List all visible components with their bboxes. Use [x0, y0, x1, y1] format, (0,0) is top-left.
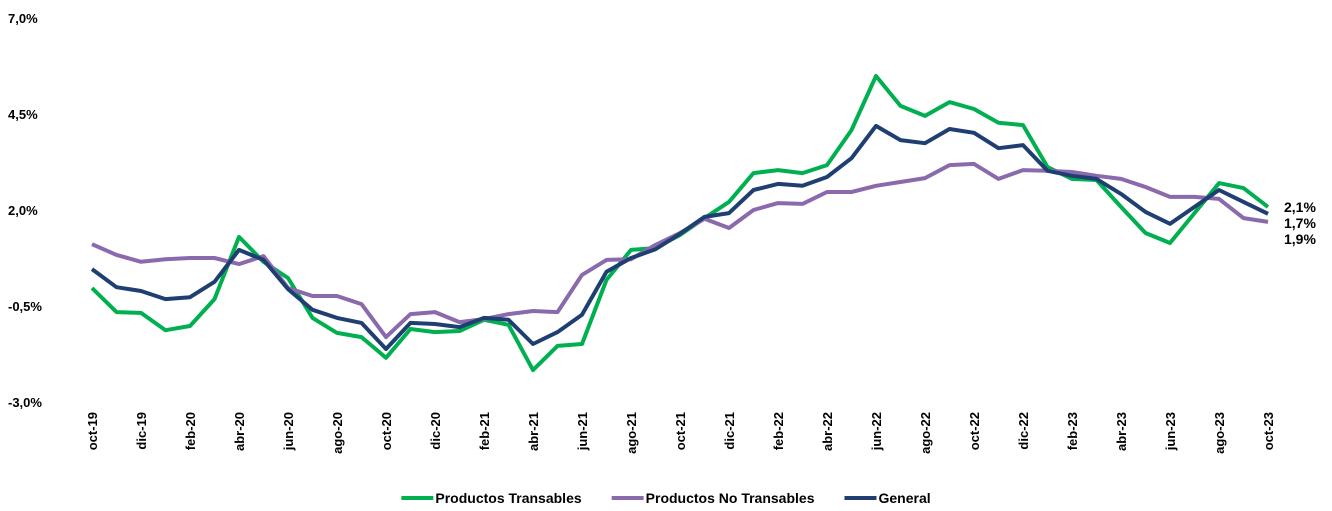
x-tick-label: abr-22 [820, 412, 835, 451]
x-tick-label: ago-23 [1212, 412, 1227, 454]
value-label: 1,7% [1284, 215, 1316, 231]
x-tick-label: abr-21 [526, 412, 541, 451]
x-tick-label: jun-23 [1163, 412, 1178, 451]
x-tick-label: jun-20 [281, 412, 296, 451]
x-tick-label: dic-19 [134, 412, 149, 450]
x-tick-label: feb-22 [771, 412, 786, 450]
x-tick-label: oct-21 [673, 412, 688, 450]
x-tick-label: ago-20 [330, 412, 345, 454]
value-label: 1,9% [1284, 231, 1316, 247]
series-line [91, 161, 1269, 340]
x-tick-label: jun-22 [869, 412, 884, 451]
legend-label: Productos No Transables [646, 490, 815, 506]
series-line [90, 74, 1270, 373]
x-tick-label: oct-22 [967, 412, 982, 450]
x-tick-label: oct-23 [1261, 412, 1276, 450]
x-tick-label: oct-20 [379, 412, 394, 450]
series-line [90, 123, 1269, 351]
x-tick-label: dic-21 [722, 412, 737, 450]
x-tick-label: dic-20 [428, 412, 443, 450]
x-tick-label: jun-21 [575, 412, 590, 451]
y-tick-label: 2,0% [8, 203, 38, 218]
legend-label: General [878, 490, 930, 506]
y-tick-label: -3,0% [8, 395, 42, 410]
y-tick-label: 4,5% [8, 107, 38, 122]
y-tick-label: 7,0% [8, 11, 38, 26]
x-tick-label: abr-20 [232, 412, 247, 451]
x-tick-label: oct-19 [85, 412, 100, 450]
x-tick-label: dic-22 [1016, 412, 1031, 450]
legend: Productos Transables Productos No Transab… [401, 490, 931, 506]
x-tick-label: feb-23 [1065, 412, 1080, 450]
x-tick-label: feb-21 [477, 412, 492, 450]
legend-label: Productos Transables [435, 490, 581, 506]
value-label: 2,1% [1284, 199, 1316, 215]
x-tick-label: ago-21 [624, 412, 639, 454]
x-tick-label: ago-22 [918, 412, 933, 454]
y-tick-label: -0,5% [8, 299, 42, 314]
x-tick-label: feb-20 [183, 412, 198, 450]
x-tick-label: abr-23 [1114, 412, 1129, 451]
